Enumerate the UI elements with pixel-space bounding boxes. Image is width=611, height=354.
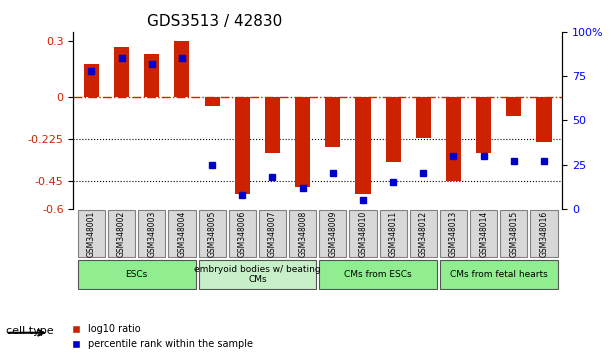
Bar [235,97,250,194]
Bar [356,97,370,194]
FancyBboxPatch shape [169,210,196,257]
Bar [265,97,280,153]
Text: GSM348011: GSM348011 [389,211,398,257]
Text: GSM348005: GSM348005 [208,210,217,257]
Bar [386,97,401,162]
Bar [507,97,521,116]
FancyBboxPatch shape [78,260,196,289]
FancyBboxPatch shape [319,260,437,289]
Bar [536,97,552,142]
Text: embryoid bodies w/ beating
CMs: embryoid bodies w/ beating CMs [194,265,321,284]
Text: GSM348002: GSM348002 [117,211,126,257]
Text: CMs from fetal hearts: CMs from fetal hearts [450,270,547,279]
FancyBboxPatch shape [440,260,558,289]
FancyBboxPatch shape [379,210,407,257]
FancyBboxPatch shape [289,210,316,257]
Bar [174,41,189,97]
FancyBboxPatch shape [199,210,225,257]
Bar [325,97,340,147]
Text: GSM348012: GSM348012 [419,211,428,257]
Bar [84,63,99,97]
Bar [114,47,129,97]
Text: GSM348014: GSM348014 [479,211,488,257]
Text: ESCs: ESCs [125,270,148,279]
Bar [476,97,491,153]
Bar [415,97,431,138]
Bar [446,97,461,181]
FancyBboxPatch shape [470,210,497,257]
Text: GSM348015: GSM348015 [510,211,518,257]
FancyBboxPatch shape [349,210,376,257]
FancyBboxPatch shape [500,210,527,257]
Text: GSM348009: GSM348009 [328,210,337,257]
Text: GSM348001: GSM348001 [87,211,96,257]
Text: cell type: cell type [6,326,54,336]
Bar [295,97,310,187]
Text: GDS3513 / 42830: GDS3513 / 42830 [147,14,282,29]
FancyBboxPatch shape [259,210,286,257]
Text: CMs from ESCs: CMs from ESCs [344,270,412,279]
Text: GSM348004: GSM348004 [177,210,186,257]
FancyBboxPatch shape [229,210,256,257]
Text: GSM348016: GSM348016 [540,211,549,257]
FancyBboxPatch shape [138,210,166,257]
FancyBboxPatch shape [410,210,437,257]
Text: GSM348013: GSM348013 [449,211,458,257]
Bar [205,97,220,107]
Text: GSM348008: GSM348008 [298,211,307,257]
Text: GSM348003: GSM348003 [147,210,156,257]
FancyBboxPatch shape [108,210,135,257]
Legend: log10 ratio, percentile rank within the sample: log10 ratio, percentile rank within the … [66,324,254,349]
Bar [144,54,159,97]
FancyBboxPatch shape [440,210,467,257]
FancyBboxPatch shape [199,260,316,289]
FancyBboxPatch shape [319,210,346,257]
FancyBboxPatch shape [78,210,105,257]
Text: GSM348006: GSM348006 [238,210,247,257]
FancyBboxPatch shape [530,210,558,257]
Text: GSM348007: GSM348007 [268,210,277,257]
Text: GSM348010: GSM348010 [359,211,367,257]
